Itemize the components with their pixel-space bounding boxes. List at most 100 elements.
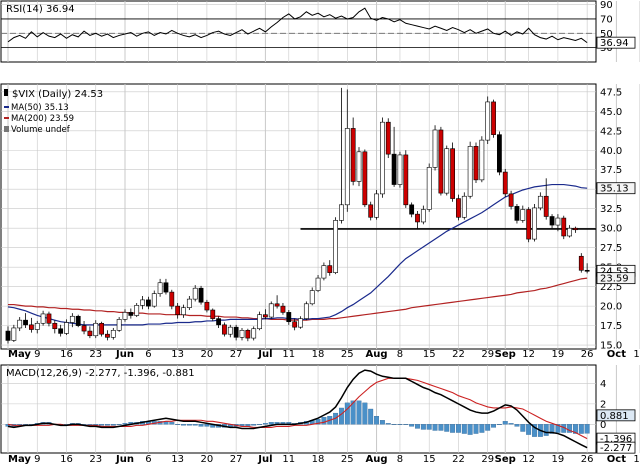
price-legend: $VIX (Daily) 24.53 MA(50) 35.13 MA(200) … <box>4 89 103 135</box>
candle <box>578 253 584 273</box>
candle <box>69 313 75 328</box>
candle-body <box>157 282 163 294</box>
candle-body <box>362 151 368 206</box>
candle <box>344 89 350 212</box>
histogram-bar <box>379 420 385 425</box>
candle-body <box>537 195 543 209</box>
histogram-bar <box>444 424 450 432</box>
candle-body <box>567 227 572 237</box>
candle-body <box>543 195 549 217</box>
histogram-bar <box>368 408 374 425</box>
candle-body <box>403 154 409 206</box>
volume-legend-swatch <box>4 126 9 132</box>
macd-line <box>7 369 588 449</box>
candle <box>485 96 491 145</box>
candle <box>555 214 561 232</box>
candle <box>467 141 473 199</box>
xtick-price-20-34: 20 <box>201 349 214 360</box>
candle-body <box>298 318 303 328</box>
reference-lines <box>1 18 596 230</box>
histogram-bar <box>426 424 432 430</box>
candle-body <box>409 204 415 215</box>
candle-body <box>333 220 338 273</box>
ytick-rsi-50: 50 <box>600 29 613 40</box>
candle <box>450 142 455 202</box>
candle <box>274 295 280 309</box>
candle-body <box>379 121 385 195</box>
candle <box>210 308 216 321</box>
candle-body <box>456 198 461 218</box>
xtick-price-23-15: 23 <box>89 349 102 360</box>
histogram-bar <box>99 424 105 426</box>
histogram-bar <box>520 424 526 432</box>
price-title: $VIX (Daily) 24.53 <box>12 89 103 100</box>
candle-body <box>262 314 268 318</box>
ma200-legend-label: MA(200) 23.59 <box>11 114 74 124</box>
xtick-macd-12-89: 12 <box>522 454 535 465</box>
candle-body <box>239 329 245 338</box>
histogram-bar <box>175 424 181 425</box>
candle <box>186 296 192 311</box>
histogram-bar <box>461 424 467 434</box>
candle <box>549 214 555 229</box>
histogram-bar <box>321 417 327 425</box>
price-candles <box>5 87 590 344</box>
histogram-bar <box>198 424 204 427</box>
xtick-price-29-82: 29 <box>481 349 494 360</box>
candle <box>520 205 526 223</box>
candle-body <box>64 322 69 334</box>
histogram-bar <box>496 424 502 425</box>
candle <box>163 278 169 295</box>
histogram-bar <box>543 424 549 436</box>
xtick-price-25-58: 25 <box>341 349 354 360</box>
candle-body <box>222 324 227 335</box>
candle-body <box>391 153 397 185</box>
xtick-price-jul-44: Jul <box>257 349 272 360</box>
candle <box>368 201 374 221</box>
candle <box>105 330 110 341</box>
candle <box>268 301 274 319</box>
candle <box>543 178 549 220</box>
xtick-macd-23-15: 23 <box>89 454 102 465</box>
badge-box <box>596 441 636 454</box>
xtick-macd-10-108: 10 <box>633 454 640 465</box>
badge-macd-0-881: 0.881 <box>596 409 636 422</box>
candle <box>192 285 198 302</box>
histogram-bar <box>391 424 397 425</box>
candle <box>151 290 157 308</box>
badge-macd-2-277: -2.277 <box>596 441 636 454</box>
candle-body <box>584 269 590 272</box>
candle-body <box>17 319 23 329</box>
xtick-price-18-53: 18 <box>312 349 325 360</box>
candle <box>514 204 520 224</box>
vix-legend-swatch <box>4 89 8 96</box>
xtick-macd-20-34: 20 <box>201 454 214 465</box>
candle <box>286 310 292 325</box>
candle <box>573 226 578 233</box>
histogram-bar <box>315 419 321 425</box>
xtick-macd-16-10: 16 <box>60 454 73 465</box>
candle-body <box>309 290 315 305</box>
candle-body <box>555 217 561 226</box>
candle <box>146 296 151 310</box>
histogram-bar <box>186 424 192 426</box>
candle <box>502 168 508 198</box>
xtick-macd-jul-44: Jul <box>257 454 272 465</box>
histogram-bar <box>374 416 379 425</box>
ytick-rsi-90: 90 <box>600 0 613 11</box>
candle-body <box>268 303 274 318</box>
candle-body <box>151 293 157 307</box>
candle <box>245 328 251 342</box>
histogram-bar <box>555 424 561 433</box>
ytick-price-47-5: 47.5 <box>600 87 622 98</box>
xtick-macd-25-58: 25 <box>341 454 354 465</box>
histogram-bar <box>532 424 537 437</box>
candle-body <box>140 299 145 306</box>
candle <box>432 125 438 171</box>
badge-value: 36.94 <box>600 38 629 49</box>
xtick-price-12-89: 12 <box>522 349 535 360</box>
candle <box>110 327 116 340</box>
xtick-price-16-10: 16 <box>60 349 73 360</box>
xtick-macd-aug-63: Aug <box>366 454 388 465</box>
